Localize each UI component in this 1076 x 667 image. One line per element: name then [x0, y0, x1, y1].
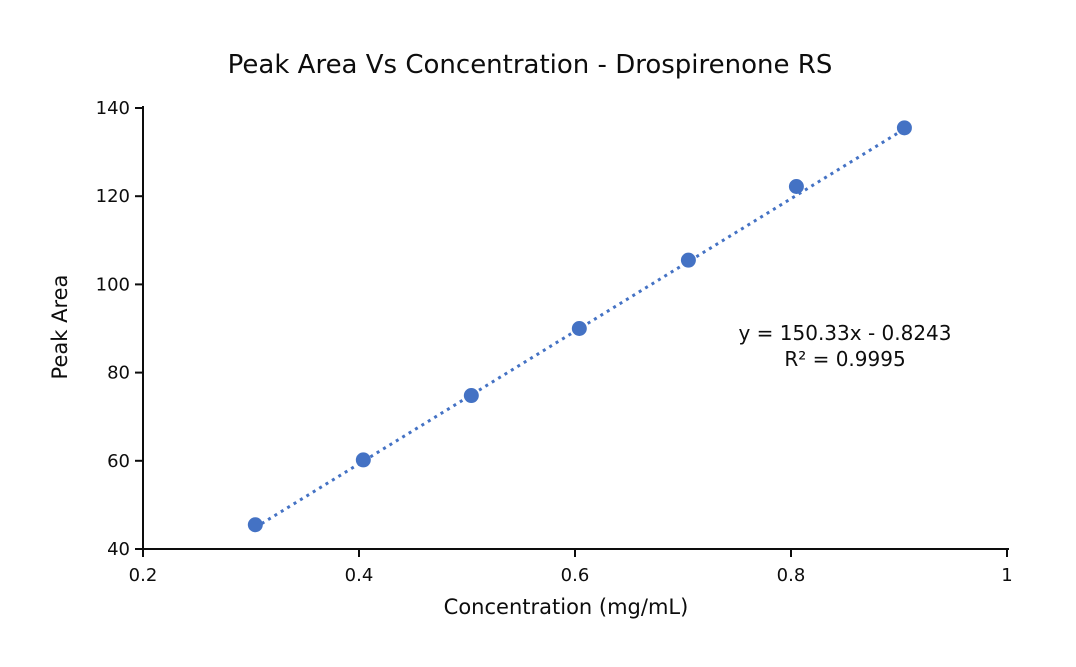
data-point-marker — [463, 388, 479, 404]
data-point-marker — [571, 321, 587, 336]
data-point-marker — [247, 517, 263, 533]
y-tick-label: 100 — [96, 274, 130, 295]
data-point-marker — [788, 178, 804, 194]
y-tick-label: 40 — [107, 539, 130, 560]
y-axis-ticks: 40 60 80 100 120 140 — [96, 98, 143, 560]
x-tick-label: 0.8 — [777, 565, 806, 586]
chart-title: Peak Area Vs Concentration - Drospirenon… — [228, 50, 833, 80]
data-point-marker — [896, 120, 912, 136]
y-tick-label: 80 — [107, 363, 130, 384]
x-tick-label: 1 — [1001, 565, 1012, 586]
x-tick-label: 0.4 — [345, 565, 374, 586]
r-squared-label: R² = 0.9995 — [784, 347, 905, 371]
x-axis-ticks: 0.2 0.4 0.6 0.8 1 — [129, 549, 1013, 586]
x-tick-label: 0.6 — [561, 565, 590, 586]
x-tick-label: 0.2 — [129, 565, 158, 586]
y-tick-label: 60 — [107, 451, 130, 472]
data-points — [247, 120, 912, 533]
trendline-equation-label: y = 150.33x - 0.8243 — [738, 321, 951, 345]
data-point-marker — [355, 452, 371, 468]
y-tick-label: 140 — [96, 98, 130, 119]
x-axis-title: Concentration (mg/mL) — [444, 595, 689, 619]
y-axis-title: Peak Area — [48, 275, 72, 380]
y-tick-label: 120 — [96, 186, 130, 207]
data-point-marker — [680, 252, 696, 268]
